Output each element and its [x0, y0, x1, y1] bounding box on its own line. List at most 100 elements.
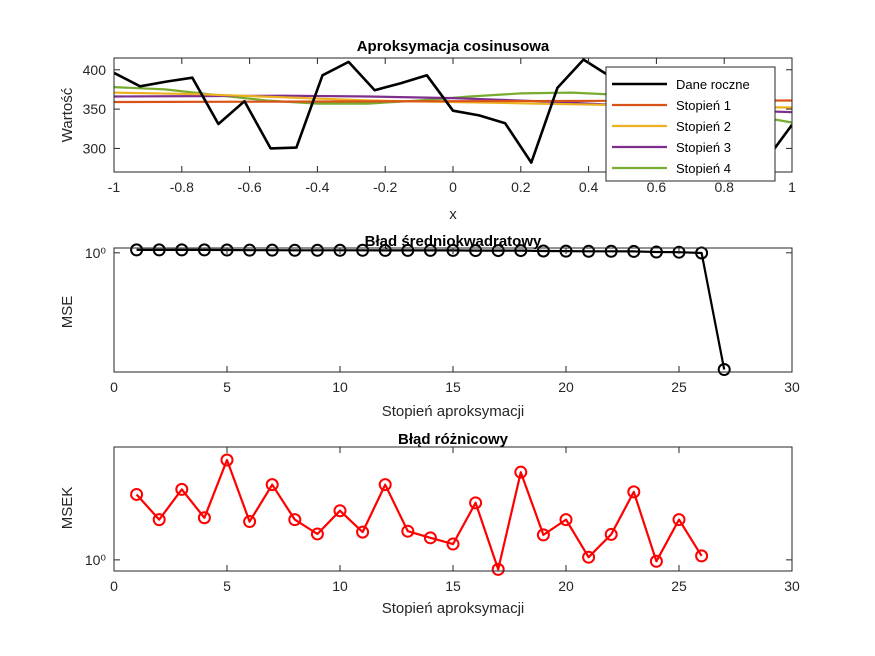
panel-mse: 0 5 10 15 20 25 30 10⁰ Błąd średniokwadratowy …	[59, 233, 800, 420]
x-tick-label: 0.8	[714, 179, 734, 195]
x-tick-label: 0.4	[579, 179, 599, 195]
y-tick-label: 350	[83, 101, 107, 117]
y-tick-label: 10⁰	[85, 245, 107, 261]
y-axis-label-2: MSE	[59, 296, 76, 329]
data-point	[491, 562, 505, 576]
x-tick-label: 30	[784, 379, 800, 395]
data-point	[220, 453, 234, 467]
data-point	[356, 525, 370, 539]
chart-title-2: Błąd średniokwadratowy	[365, 233, 542, 250]
data-point	[152, 243, 166, 257]
data-point	[536, 244, 550, 258]
data-point	[627, 485, 641, 499]
y-ticks-2: 10⁰	[85, 245, 792, 261]
x-tick-label: -0.6	[238, 179, 262, 195]
data-point	[356, 243, 370, 257]
data-point	[514, 244, 528, 258]
x-tick-label: 1	[788, 179, 796, 195]
x-tick-label: 20	[558, 578, 574, 594]
data-point	[649, 554, 663, 568]
data-point	[175, 243, 189, 257]
x-tick-label: 15	[445, 379, 461, 395]
x-tick-label: 25	[671, 379, 687, 395]
y-ticks-3: 10⁰	[85, 552, 792, 568]
plot-area-2	[114, 248, 792, 372]
legend: Dane roczne Stopień 1 Stopień 2 Stopień 3 St…	[605, 66, 776, 182]
x-tick-label: 5	[223, 379, 231, 395]
data-point	[401, 524, 415, 538]
legend-label: Stopień 2	[676, 119, 731, 134]
data-point	[243, 515, 257, 529]
data-point	[130, 243, 144, 257]
data-point	[310, 527, 324, 541]
x-tick-label: 10	[332, 578, 348, 594]
data-point	[197, 243, 211, 257]
x-tick-label: 25	[671, 578, 687, 594]
data-point	[288, 513, 302, 527]
x-tick-label: -0.8	[170, 179, 194, 195]
x-tick-label: 0	[449, 179, 457, 195]
x-axis-label-3: Stopień aproksymacji	[382, 600, 525, 617]
panel-cosine-approximation: -1 -0.8 -0.6 -0.4 -0.2 0 0.2 0.4 0.6 0.8 1 300 350 4…	[59, 38, 796, 223]
data-point	[197, 511, 211, 525]
data-point	[717, 363, 731, 377]
data-point	[536, 528, 550, 542]
data-point	[582, 550, 596, 564]
data-point	[446, 537, 460, 551]
data-point	[446, 243, 460, 257]
x-tick-label: 0	[110, 379, 118, 395]
y-ticks-1: 300 350 400	[83, 62, 792, 156]
series-line	[136, 248, 726, 370]
y-axis-label-3: MSEK	[59, 487, 76, 530]
legend-label: Dane roczne	[676, 77, 750, 92]
data-point	[130, 487, 144, 501]
x-tick-label: 30	[784, 578, 800, 594]
data-point	[491, 244, 505, 258]
data-point	[604, 527, 618, 541]
data-point	[672, 513, 686, 527]
data-point	[559, 244, 573, 258]
data-point	[627, 244, 641, 258]
x-tick-label: 0	[110, 578, 118, 594]
y-axis-label-1: Wartość	[59, 87, 76, 142]
legend-label: Stopień 4	[676, 161, 731, 176]
y-tick-label: 10⁰	[85, 552, 107, 568]
x-ticks-2: 0 5 10 15 20 25 30	[110, 248, 800, 395]
x-tick-label: -1	[108, 179, 121, 195]
data-point	[423, 531, 437, 545]
data-point	[469, 244, 483, 258]
x-tick-label: 0.6	[647, 179, 667, 195]
x-tick-label: 0.2	[511, 179, 531, 195]
data-point	[288, 243, 302, 257]
x-ticks-3: 0 5 10 15 20 25 30	[110, 447, 800, 594]
x-ticks-1: -1 -0.8 -0.6 -0.4 -0.2 0 0.2 0.4 0.6 0.8 1	[108, 58, 796, 195]
data-point	[514, 465, 528, 479]
y-tick-label: 300	[83, 140, 107, 156]
data-point	[265, 478, 279, 492]
data-point	[378, 243, 392, 257]
series-group-3	[130, 453, 709, 576]
data-point	[265, 243, 279, 257]
plot-area-3	[114, 447, 792, 571]
data-point	[604, 244, 618, 258]
legend-label: Stopień 3	[676, 140, 731, 155]
data-point	[378, 478, 392, 492]
data-point	[695, 549, 709, 563]
data-point	[672, 245, 686, 259]
data-point	[333, 504, 347, 518]
data-point	[401, 243, 415, 257]
y-tick-label: 400	[83, 62, 107, 78]
x-tick-label: 5	[223, 578, 231, 594]
data-point	[310, 243, 324, 257]
x-axis-label-2: Stopień aproksymacji	[382, 403, 525, 420]
data-point	[559, 513, 573, 527]
data-point	[695, 246, 709, 260]
data-point	[423, 243, 437, 257]
x-tick-label: 20	[558, 379, 574, 395]
data-point	[649, 245, 663, 259]
data-point	[175, 482, 189, 496]
data-point	[220, 243, 234, 257]
data-point	[469, 496, 483, 510]
x-axis-label-1: x	[449, 206, 457, 223]
